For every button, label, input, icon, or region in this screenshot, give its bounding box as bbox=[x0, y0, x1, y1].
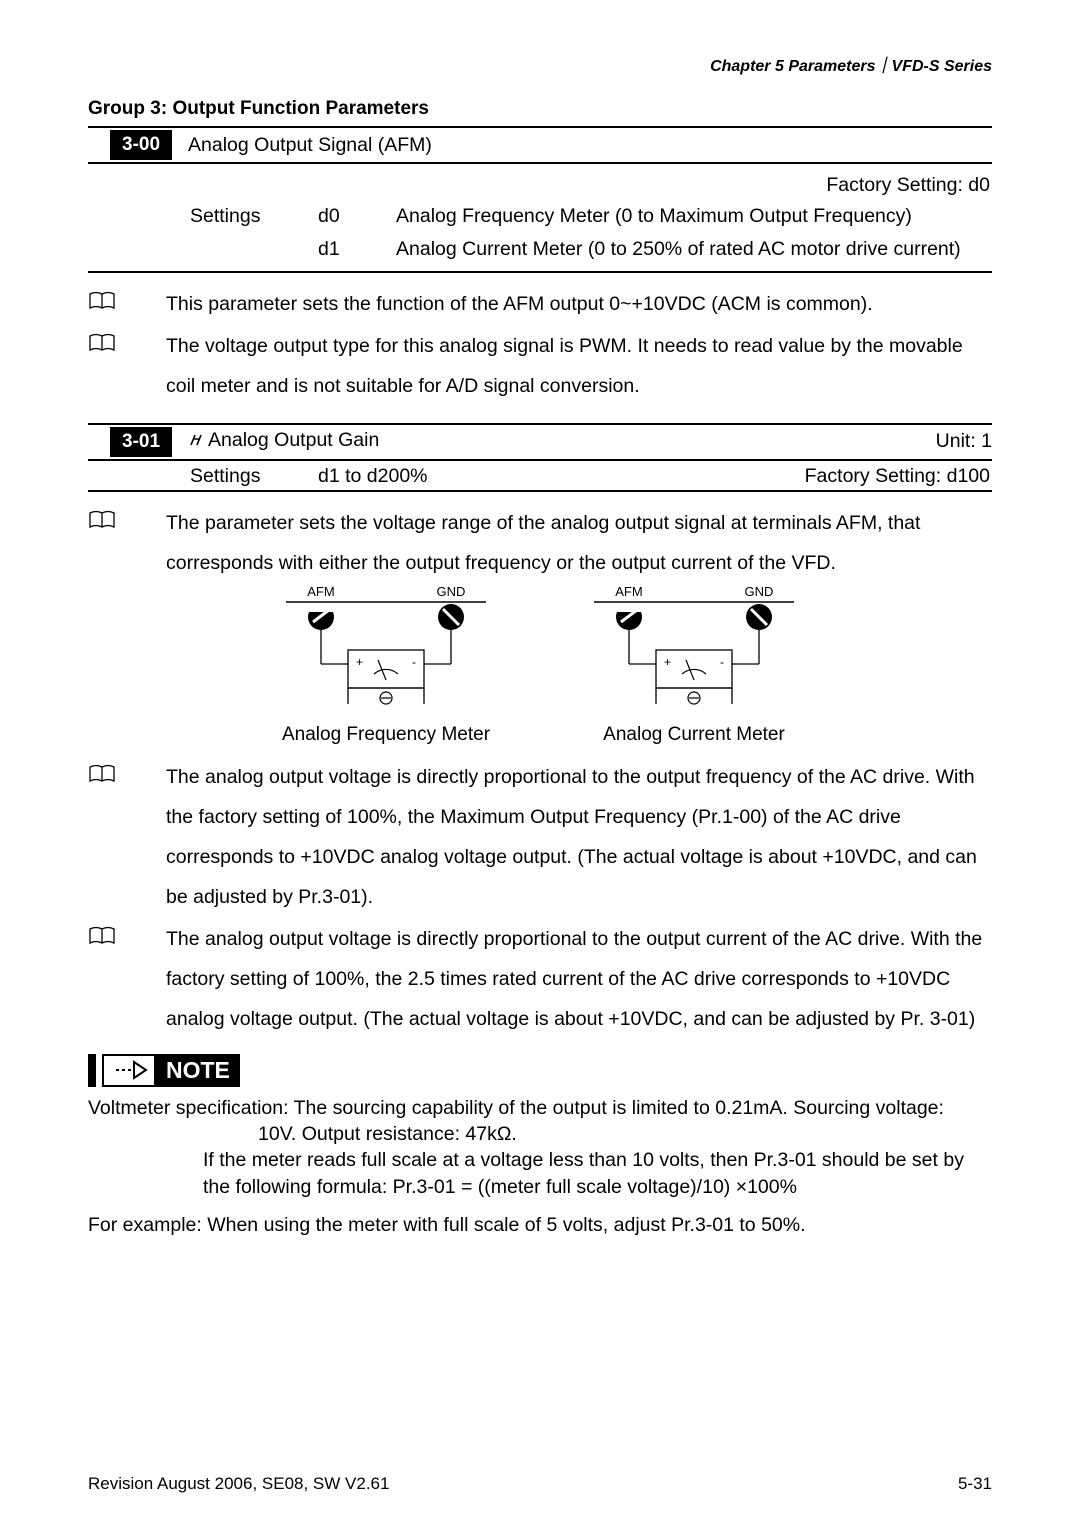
param-title-301-text: Analog Output Gain bbox=[208, 429, 379, 451]
list-item: The analog output voltage is directly pr… bbox=[88, 758, 992, 918]
list-item: The analog output voltage is directly pr… bbox=[88, 920, 992, 1040]
bullet-text: The analog output voltage is directly pr… bbox=[166, 920, 992, 1040]
note-line1: Voltmeter specification: The sourcing ca… bbox=[88, 1095, 992, 1121]
note-bar bbox=[88, 1054, 96, 1087]
settings-desc: Analog Current Meter (0 to 250% of rated… bbox=[396, 238, 992, 261]
svg-text:+: + bbox=[356, 655, 363, 669]
page-footer: Revision August 2006, SE08, SW V2.61 5-3… bbox=[88, 1474, 992, 1494]
svg-text:-: - bbox=[412, 655, 416, 669]
runtime-icon bbox=[188, 431, 204, 454]
curr-meter-svg: AFM GND + - bbox=[564, 582, 824, 717]
divider bbox=[88, 271, 992, 273]
note-body: Voltmeter specification: The sourcing ca… bbox=[88, 1095, 992, 1200]
settings-row-300-0: Settings d0 Analog Frequency Meter (0 to… bbox=[88, 205, 992, 228]
diagram-curr-label: Analog Current Meter bbox=[564, 724, 824, 746]
list-item: This parameter sets the function of the … bbox=[88, 285, 992, 325]
gnd-label: GND bbox=[745, 584, 774, 599]
header-sep: ｜ bbox=[876, 58, 892, 75]
settings-code: d1 bbox=[318, 238, 396, 261]
afm-label: AFM bbox=[307, 584, 334, 599]
param-title-300: Analog Output Signal (AFM) bbox=[188, 134, 992, 157]
unit-301: Unit: 1 bbox=[936, 430, 992, 453]
settings-label-empty bbox=[190, 238, 318, 261]
divider bbox=[88, 490, 992, 492]
note-line2: 10V. Output resistance: 47kΩ. bbox=[88, 1121, 992, 1147]
footer-left: Revision August 2006, SE08, SW V2.61 bbox=[88, 1474, 389, 1494]
example-text: For example: When using the meter with f… bbox=[88, 1214, 992, 1237]
gnd-label: GND bbox=[437, 584, 466, 599]
note-badge: NOTE bbox=[88, 1054, 992, 1087]
book-icon bbox=[88, 920, 166, 1040]
svg-text:+: + bbox=[664, 655, 671, 669]
diagram-freq-label: Analog Frequency Meter bbox=[256, 724, 516, 746]
settings-code: d0 bbox=[318, 205, 396, 228]
chapter-header: Chapter 5 Parameters｜VFD-S Series bbox=[88, 52, 992, 76]
note-line3: If the meter reads full scale at a volta… bbox=[88, 1147, 992, 1200]
footer-right: 5-31 bbox=[958, 1474, 992, 1494]
bullet-text: The voltage output type for this analog … bbox=[166, 327, 992, 407]
book-icon bbox=[88, 504, 166, 584]
settings-row-301: Settings d1 to d200% Factory Setting: d1… bbox=[88, 465, 992, 488]
param-300-header: 3-00 Analog Output Signal (AFM) bbox=[88, 128, 992, 162]
factory-setting-301: Factory Setting: d100 bbox=[538, 465, 992, 488]
book-icon bbox=[88, 285, 166, 325]
note-label: NOTE bbox=[156, 1054, 240, 1087]
freq-meter-svg: AFM GND + - bbox=[256, 582, 516, 717]
meter-diagrams: AFM GND + - Analog Frequency Meter AFM GN… bbox=[88, 582, 992, 746]
book-icon bbox=[88, 327, 166, 407]
param-code-301: 3-01 bbox=[110, 427, 172, 457]
divider bbox=[88, 459, 992, 461]
diagram-current: AFM GND + - Analog Current Meter bbox=[564, 582, 824, 746]
factory-setting-300: Factory Setting: d0 bbox=[88, 174, 992, 197]
list-item: The parameter sets the voltage range of … bbox=[88, 504, 992, 584]
bullet-text: The parameter sets the voltage range of … bbox=[166, 504, 992, 584]
bullet-text: This parameter sets the function of the … bbox=[166, 285, 992, 325]
diagram-frequency: AFM GND + - Analog Frequency Meter bbox=[256, 582, 516, 746]
param-title-301: Analog Output Gain bbox=[188, 429, 936, 454]
param-code-300: 3-00 bbox=[110, 130, 172, 160]
group-title: Group 3: Output Function Parameters bbox=[88, 98, 992, 120]
divider bbox=[88, 162, 992, 164]
list-item: The voltage output type for this analog … bbox=[88, 327, 992, 407]
afm-label: AFM bbox=[615, 584, 642, 599]
svg-text:-: - bbox=[720, 655, 724, 669]
settings-desc: Analog Frequency Meter (0 to Maximum Out… bbox=[396, 205, 992, 228]
settings-label: Settings bbox=[190, 465, 318, 488]
series-text: VFD-S Series bbox=[892, 58, 992, 75]
settings-range: d1 to d200% bbox=[318, 465, 538, 488]
bullets-301-intro: The parameter sets the voltage range of … bbox=[88, 504, 992, 584]
bullets-301-after: The analog output voltage is directly pr… bbox=[88, 758, 992, 1040]
bullet-text: The analog output voltage is directly pr… bbox=[166, 758, 992, 918]
settings-label: Settings bbox=[190, 205, 318, 228]
param-301-header: 3-01 Analog Output Gain Unit: 1 bbox=[88, 425, 992, 459]
book-icon bbox=[88, 758, 166, 918]
chapter-text: Chapter 5 Parameters bbox=[710, 58, 875, 75]
note-arrow-icon bbox=[102, 1054, 156, 1087]
bullets-300: This parameter sets the function of the … bbox=[88, 285, 992, 407]
settings-row-300-1: d1 Analog Current Meter (0 to 250% of ra… bbox=[88, 238, 992, 261]
